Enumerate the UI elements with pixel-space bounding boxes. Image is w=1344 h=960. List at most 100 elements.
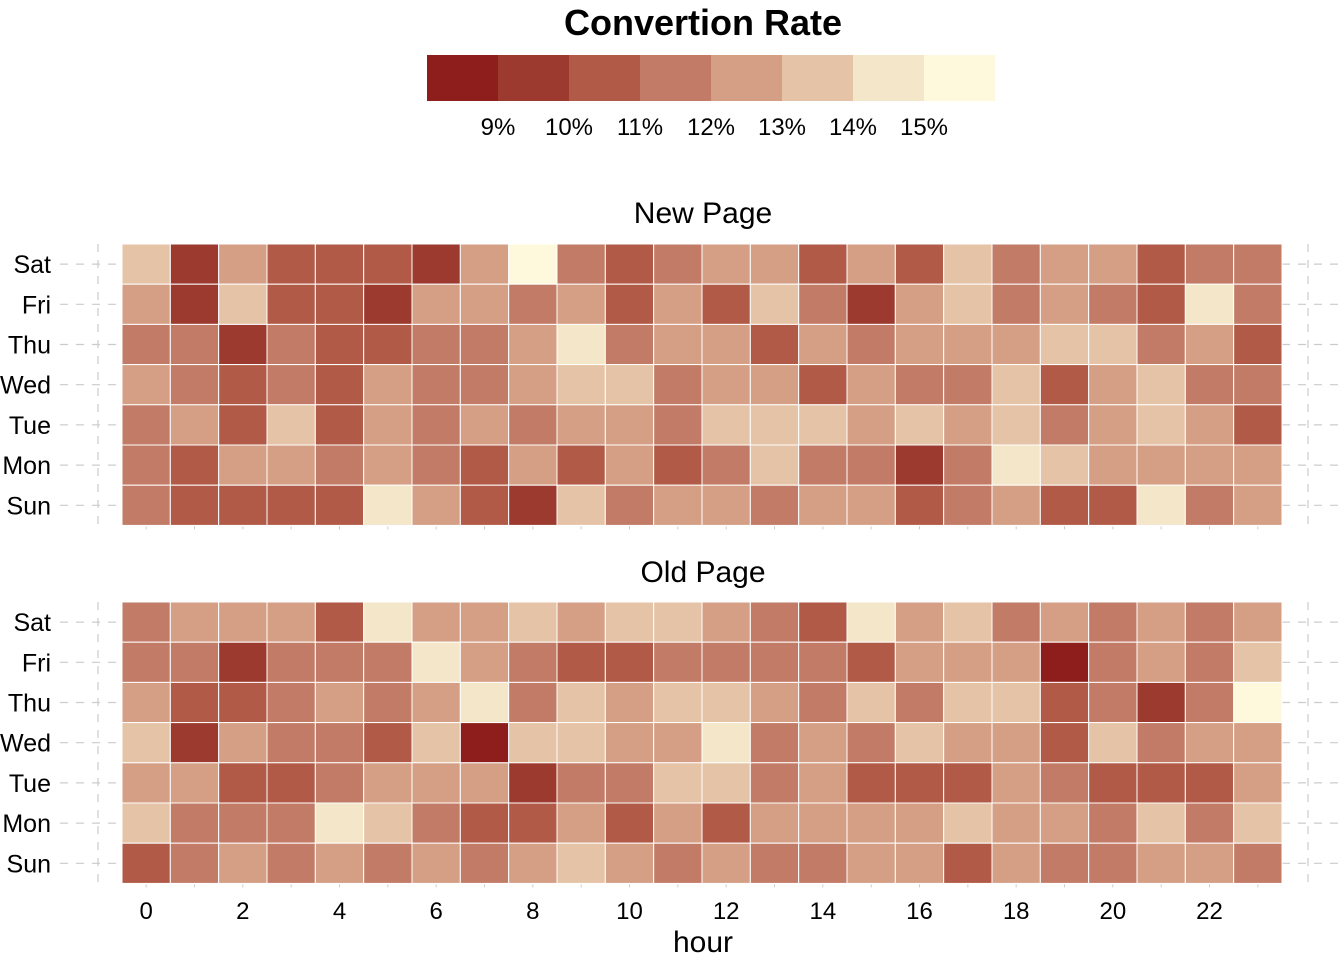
heatmap-cell <box>604 243 655 285</box>
heatmap-cell <box>556 364 606 406</box>
heatmap-cell <box>991 722 1041 764</box>
heatmap-cell <box>459 484 510 526</box>
heatmap-cell <box>604 404 655 446</box>
heatmap-cell <box>749 484 800 526</box>
heatmap-cell <box>1088 842 1138 884</box>
heatmap-cell <box>169 842 220 884</box>
heatmap-cell <box>798 842 848 884</box>
heatmap-panel: New Page Sat Fri Thu Wed Tue Mon Sun <box>0 197 1340 530</box>
heatmap-cell <box>266 444 316 486</box>
heatmap-cell <box>991 444 1041 486</box>
heatmap-cell <box>556 842 606 884</box>
heatmap-cell <box>218 802 268 844</box>
heatmap-cell <box>314 323 365 366</box>
heatmap-cell <box>314 364 365 406</box>
heatmap-cell <box>411 404 461 446</box>
heatmap-cell <box>943 404 993 446</box>
heatmap-cell <box>266 283 316 325</box>
heatmap-cell <box>411 641 461 683</box>
heatmap-cell <box>556 722 606 764</box>
heatmap-cell <box>798 762 848 804</box>
heatmap-cell <box>653 722 703 764</box>
heatmap-cell <box>749 364 800 406</box>
heatmap-cell <box>508 444 558 486</box>
heatmap-cell <box>604 484 655 526</box>
x-tick-label: 6 <box>429 898 442 925</box>
heatmap-cell <box>1184 243 1235 285</box>
heatmap-cell <box>1136 641 1186 683</box>
heatmap-cell <box>846 722 896 764</box>
heatmap-cell <box>798 681 848 724</box>
heatmap-cell <box>846 283 896 325</box>
heatmap-cell <box>1039 404 1090 446</box>
heatmap-cell <box>749 762 800 804</box>
y-tick-label: Wed <box>0 372 51 400</box>
heatmap-cell <box>1184 404 1235 446</box>
heatmap-cell <box>1039 762 1090 804</box>
heatmap-cell <box>701 404 751 446</box>
heatmap-cell <box>1233 641 1283 683</box>
y-tick-label: Sun <box>7 850 51 878</box>
heatmap-cell <box>749 601 800 643</box>
legend-swatch <box>427 55 498 101</box>
heatmap-cell <box>1039 484 1090 526</box>
heatmap-cell <box>314 484 365 526</box>
heatmap-cell <box>991 404 1041 446</box>
heatmap-cell <box>991 641 1041 683</box>
x-tick-label: 2 <box>236 898 249 925</box>
heatmap-cell <box>1136 762 1186 804</box>
heatmap-cell <box>1088 802 1138 844</box>
heatmap-cell <box>411 802 461 844</box>
heatmap-cell <box>363 762 413 804</box>
heatmap-cell <box>266 484 316 526</box>
heatmap-cell <box>169 364 220 406</box>
heatmap-cell <box>1136 802 1186 844</box>
heatmap-cell <box>846 681 896 724</box>
heatmap-cell <box>1039 243 1090 285</box>
heatmap-cell <box>1039 842 1090 884</box>
heatmap-cell <box>459 722 510 764</box>
heatmap-cell <box>894 364 945 406</box>
heatmap-cell <box>604 323 655 366</box>
heatmap-cell <box>1233 323 1283 366</box>
heatmap-cell <box>798 404 848 446</box>
legend-label: 9% <box>481 114 516 141</box>
heatmap-cell <box>653 762 703 804</box>
heatmap-cell <box>604 364 655 406</box>
heatmap-cell <box>314 802 365 844</box>
heatmap-cell <box>314 404 365 446</box>
heatmap-cell <box>218 444 268 486</box>
heatmap-cell <box>1088 323 1138 366</box>
heatmap-cell <box>798 601 848 643</box>
heatmap-cell <box>701 681 751 724</box>
heatmap-cell <box>653 681 703 724</box>
heatmap-cell <box>943 722 993 764</box>
heatmap-cell <box>508 722 558 764</box>
heatmap-cell <box>653 364 703 406</box>
legend-swatch <box>853 55 924 101</box>
heatmap-cell <box>653 243 703 285</box>
heatmap-cell <box>508 802 558 844</box>
heatmap-cell <box>314 641 365 683</box>
heatmap-cell <box>894 722 945 764</box>
heatmap-cell <box>363 364 413 406</box>
heatmap-cell <box>1184 364 1235 406</box>
heatmap-cell <box>218 484 268 526</box>
heatmap-cell <box>363 283 413 325</box>
heatmap-cell <box>411 842 461 884</box>
heatmap-cell <box>749 681 800 724</box>
heatmap-cell <box>556 323 606 366</box>
y-tick-label: Thu <box>8 690 51 718</box>
heatmap-cell <box>798 243 848 285</box>
heatmap-cell <box>701 641 751 683</box>
heatmap-cell <box>846 601 896 643</box>
heatmap-cell <box>701 283 751 325</box>
x-axis-label: hour <box>673 926 733 959</box>
heatmap-cell <box>604 601 655 643</box>
heatmap-cell <box>169 762 220 804</box>
heatmap-cell <box>701 323 751 366</box>
heatmap-cell <box>653 444 703 486</box>
heatmap-cell <box>991 802 1041 844</box>
heatmap-cell <box>1136 484 1186 526</box>
